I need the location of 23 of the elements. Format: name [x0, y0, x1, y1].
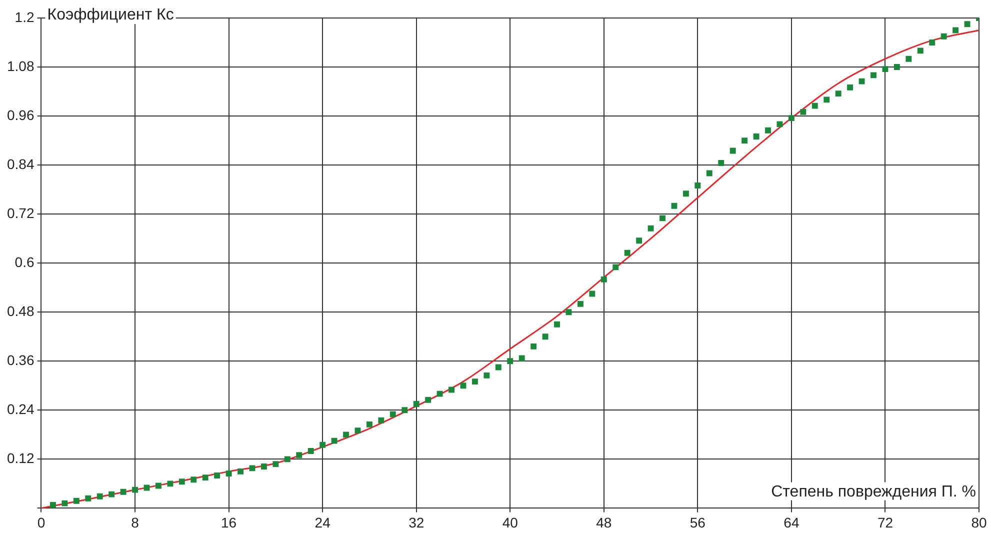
- y-tick-label: 0.24: [7, 401, 34, 418]
- y-tick-label: 0.36: [7, 352, 34, 368]
- x-tick-label: 64: [784, 514, 800, 530]
- y-tick-label: 0.72: [7, 204, 34, 221]
- x-tick-label: 32: [408, 514, 424, 530]
- y-tick-label: 1.2: [14, 8, 34, 25]
- x-tick-label: 80: [971, 514, 987, 530]
- y-tick-label: 0.6: [14, 254, 34, 270]
- x-tick-label: 72: [877, 514, 894, 530]
- x-tick-label: 40: [502, 514, 518, 530]
- y-tick-label: 0.48: [7, 302, 34, 319]
- x-axis-title: Степень повреждения П. %: [771, 484, 976, 501]
- y-tick-label: 0.84: [7, 156, 34, 172]
- x-tick-label: 48: [596, 514, 612, 530]
- y-tick-label: 0.12: [7, 450, 34, 466]
- x-tick-label: 8: [131, 514, 140, 530]
- x-tick-label: 0: [37, 514, 46, 530]
- y-tick-label: 0.96: [7, 106, 34, 123]
- x-tick-label: 56: [690, 514, 706, 530]
- x-tick-label: 24: [314, 514, 331, 530]
- x-tick-label: 16: [221, 514, 237, 530]
- y-axis-title: Коэффициент Кс: [47, 6, 174, 24]
- y-tick-label: 1.08: [7, 58, 34, 74]
